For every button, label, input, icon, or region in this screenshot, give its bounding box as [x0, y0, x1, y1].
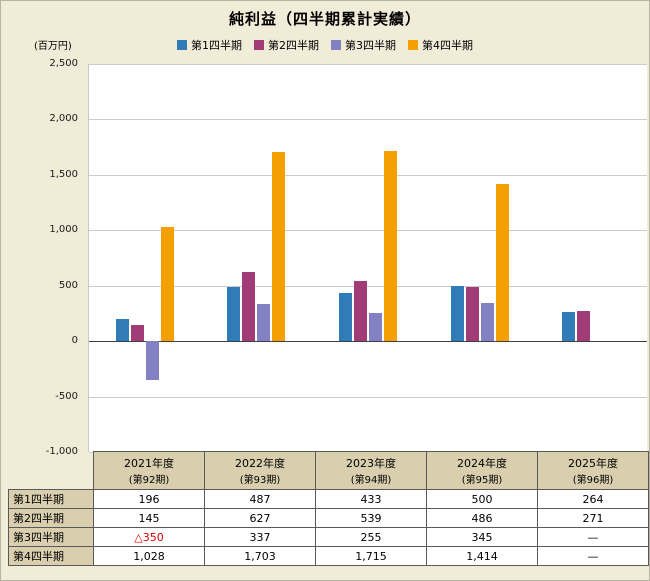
bar-q3-year2023 — [369, 312, 382, 342]
gridline — [89, 174, 647, 176]
table-header-row: 2021年度 (第92期) 2022年度 (第93期) 2023年度 (第94期) 2024… — [9, 451, 649, 490]
bar-q4-year2024 — [495, 184, 509, 342]
col-header-year: 2022年度 — [235, 457, 285, 470]
col-header-year: 2021年度 — [124, 457, 174, 470]
y-tick-label: -1,000 — [45, 446, 78, 457]
table-row-q3: 第3四半期 △350 337 255 345— — [8, 527, 649, 547]
table-cell: 433 — [315, 489, 427, 509]
table-cell: 345 — [426, 527, 538, 547]
table-cell: — — [537, 546, 649, 566]
legend-label-q2: 第2四半期 — [268, 39, 319, 52]
table-cell: 500 — [426, 489, 538, 509]
legend-swatch-q3 — [331, 40, 341, 50]
col-header-year: 2023年度 — [346, 457, 396, 470]
chart-title: 純利益（四半期累計実績） — [228, 10, 421, 28]
gridline — [89, 119, 647, 121]
y-axis-ticks: 2,500 2,000 1,500 1,000 500 0 -500 -1,000 — [0, 58, 82, 457]
table-cell: 1,028 — [93, 546, 205, 566]
table-head: 2021年度 (第92期) 2022年度 (第93期) 2023年度 (第94期) 2024… — [9, 451, 649, 490]
table-cell: 1,414 — [426, 546, 538, 566]
y-tick-label: 0 — [71, 335, 78, 347]
y-tick-label: -500 — [55, 390, 78, 402]
col-header-year: 2025年度 — [568, 457, 618, 470]
legend-label-q4: 第4四半期 — [422, 39, 473, 52]
legend-swatch-q4 — [408, 40, 418, 50]
col-header-2021年度: 2021年度 (第92期) — [93, 451, 205, 490]
col-header-period: (第95期) — [461, 475, 503, 486]
unit-label: (百万円) — [34, 41, 72, 52]
table-cell: 145 — [93, 508, 205, 528]
bar-q2-year2022 — [242, 271, 256, 342]
y-tick-label: 1,500 — [49, 168, 78, 180]
bar-q4-year2022 — [272, 152, 286, 342]
bar-q3-year2024 — [480, 302, 494, 342]
table-corner-cell — [9, 452, 94, 490]
y-tick-label: 2,000 — [49, 113, 78, 125]
bar-q2-year2023 — [354, 281, 367, 342]
bar-q1-year2024 — [450, 285, 464, 342]
zero-line — [89, 341, 647, 343]
plot-area: 2,500 2,000 1,500 1,000 500 0 -500 -1,000 — [0, 58, 650, 457]
row-header-q1: 第1四半期 — [8, 489, 94, 509]
table-cell: 337 — [204, 527, 316, 547]
col-header-year: 2024年度 — [457, 457, 507, 470]
row-header-q4: 第4四半期 — [8, 546, 94, 566]
bar-q1-year2022 — [227, 287, 241, 342]
table-cell: 627 — [204, 508, 316, 528]
bar-q2-year2021 — [130, 325, 144, 342]
table-cell: 271 — [537, 508, 649, 528]
legend-label-q3: 第3四半期 — [345, 39, 396, 52]
legend-label-q1: 第1四半期 — [191, 39, 242, 52]
bar-q2-year2024 — [465, 287, 479, 342]
legend-item-q2: 第2四半期 — [254, 37, 319, 53]
col-header-period: (第96期) — [572, 475, 614, 486]
col-header-period: (第93期) — [239, 475, 281, 486]
data-table: 2021年度 (第92期) 2022年度 (第93期) 2023年度 (第94期) 2024… — [8, 451, 649, 566]
gridline — [89, 285, 647, 287]
table-cell: 1,715 — [315, 546, 427, 566]
table-body: 第1四半期 196 487 433 500 264 第2四半期 145 627 539 486 271… — [8, 489, 649, 566]
col-header-period: (第94期) — [350, 475, 392, 486]
bar-q1-year2021 — [115, 319, 129, 342]
row-header-q2: 第2四半期 — [8, 508, 94, 528]
y-tick-label: 2,500 — [49, 58, 78, 69]
bar-q1-year2023 — [339, 293, 352, 342]
table-row-q2: 第2四半期 145 627 539 486 271 — [8, 508, 649, 528]
table-cell: 539 — [315, 508, 427, 528]
bar-q4-year2021 — [160, 227, 174, 342]
table-cell: 1,703 — [204, 546, 316, 566]
legend-swatch-q1 — [177, 40, 187, 50]
col-header-period: (第92期) — [128, 475, 170, 486]
col-header-2022年度: 2022年度 (第93期) — [204, 451, 316, 490]
bar-q1-year2025 — [562, 311, 576, 342]
table-cell: △350 — [93, 527, 205, 547]
table-cell: — — [537, 527, 649, 547]
col-header-2025年度: 2025年度 (第96期) — [537, 451, 649, 490]
legend: 第1四半期 第2四半期 第3四半期 第4四半期 — [0, 37, 650, 53]
table-row-q1: 第1四半期 196 487 433 500 264 — [8, 489, 649, 509]
plot-canvas — [88, 64, 647, 453]
gridline — [89, 396, 647, 398]
legend-swatch-q2 — [254, 40, 264, 50]
legend-item-q1: 第1四半期 — [177, 37, 242, 53]
table-cell: 196 — [93, 489, 205, 509]
bar-q4-year2023 — [384, 151, 397, 342]
bar-q3-year2022 — [257, 303, 271, 342]
col-header-2024年度: 2024年度 (第95期) — [426, 451, 538, 490]
row-header-q3: 第3四半期 — [8, 527, 94, 547]
bar-q2-year2025 — [577, 311, 591, 342]
table-cell: 255 — [315, 527, 427, 547]
table-cell: 264 — [537, 489, 649, 509]
y-tick-label: 500 — [58, 279, 78, 291]
gridline — [89, 230, 647, 232]
col-header-2023年度: 2023年度 (第94期) — [315, 451, 427, 490]
bar-q3-year2021 — [145, 341, 159, 380]
table-cell: 487 — [204, 489, 316, 509]
legend-item-q3: 第3四半期 — [331, 37, 396, 53]
table-row-q4: 第4四半期 1,028 1,703 1,715 1,414— — [8, 546, 649, 566]
legend-item-q4: 第4四半期 — [408, 37, 473, 53]
gridline — [89, 64, 647, 65]
table-cell: 486 — [426, 508, 538, 528]
y-tick-label: 1,000 — [49, 224, 78, 236]
